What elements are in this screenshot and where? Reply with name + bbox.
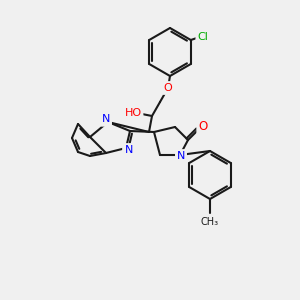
Text: CH₃: CH₃ — [201, 217, 219, 227]
Text: O: O — [198, 121, 208, 134]
Text: HO: HO — [124, 108, 142, 118]
Text: Cl: Cl — [197, 32, 208, 42]
Text: N: N — [102, 114, 110, 124]
Text: N: N — [124, 145, 132, 155]
Text: N: N — [102, 115, 110, 125]
Text: O: O — [164, 83, 172, 93]
Text: Cl: Cl — [197, 32, 208, 42]
Text: N: N — [177, 151, 185, 161]
Text: N: N — [125, 145, 133, 155]
Text: O: O — [198, 121, 208, 134]
Text: N: N — [177, 151, 185, 161]
Text: O: O — [164, 83, 172, 93]
Text: HO: HO — [124, 108, 142, 118]
